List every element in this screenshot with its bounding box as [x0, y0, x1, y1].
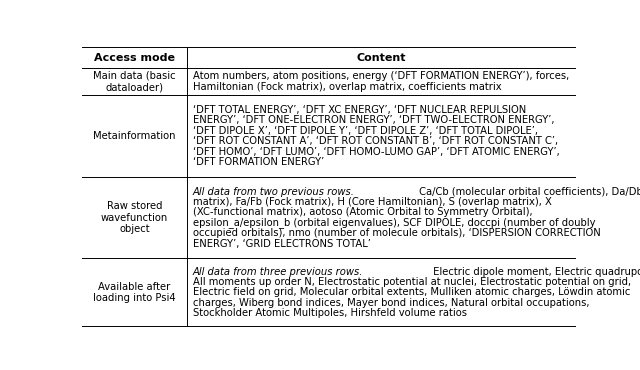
Text: ‘DFT FORMATION ENERGY’: ‘DFT FORMATION ENERGY’: [193, 157, 324, 167]
Text: matrix), Fa/Fb (Fock matrix), H (Core Hamiltonian), S (overlap matrix), X: matrix), Fa/Fb (Fock matrix), H (Core Ha…: [193, 197, 552, 207]
Text: epsilon_a/epsilon_b (orbital eigenvalues), SCF DIPOLE, doccpi (number of doubly: epsilon_a/epsilon_b (orbital eigenvalues…: [193, 218, 595, 228]
Text: Electric field on grid, Molecular orbital extents, Mulliken atomic charges, Löwd: Electric field on grid, Molecular orbita…: [193, 287, 630, 297]
Text: Metainformation: Metainformation: [93, 131, 176, 141]
Text: ‘DFT DIPOLE X’, ‘DFT DIPOLE Y’, ‘DFT DIPOLE Z’, ‘DFT TOTAL DIPOLE’,: ‘DFT DIPOLE X’, ‘DFT DIPOLE Y’, ‘DFT DIP…: [193, 126, 538, 136]
Text: All data from two previous rows.: All data from two previous rows.: [193, 186, 355, 197]
Text: All data from three previous rows.: All data from three previous rows.: [193, 267, 363, 277]
Text: Access mode: Access mode: [94, 53, 175, 63]
Text: ENERGY’, ‘DFT ONE-ELECTRON ENERGY’, ‘DFT TWO-ELECTRON ENERGY’,: ENERGY’, ‘DFT ONE-ELECTRON ENERGY’, ‘DFT…: [193, 115, 554, 125]
Text: ‘DFT HOMO’, ‘DFT LUMO’, ‘DFT HOMO-LUMO GAP’, ‘DFT ATOMIC ENERGY’,: ‘DFT HOMO’, ‘DFT LUMO’, ‘DFT HOMO-LUMO G…: [193, 147, 559, 157]
Text: Stockholder Atomic Multipoles, Hirshfeld volume ratios: Stockholder Atomic Multipoles, Hirshfeld…: [193, 308, 467, 318]
Text: ‘DFT TOTAL ENERGY’, ‘DFT XC ENERGY’, ‘DFT NUCLEAR REPULSION: ‘DFT TOTAL ENERGY’, ‘DFT XC ENERGY’, ‘DF…: [193, 105, 526, 115]
Text: (XC-functional matrix), aotoso (Atomic Orbital to Symmetry Orbital),: (XC-functional matrix), aotoso (Atomic O…: [193, 208, 532, 218]
Text: Atom numbers, atom positions, energy (‘DFT FORMATION ENERGY’), forces,: Atom numbers, atom positions, energy (‘D…: [193, 71, 569, 81]
Text: All moments up order N, Electrostatic potential at nuclei, Electrostatic potenti: All moments up order N, Electrostatic po…: [193, 277, 630, 287]
Text: Electric dipole moment, Electric quadrupole moment,: Electric dipole moment, Electric quadrup…: [429, 267, 640, 277]
Text: Hamiltonian (Fock matrix), overlap matrix, coefficients matrix: Hamiltonian (Fock matrix), overlap matri…: [193, 82, 501, 92]
Text: Available after
loading into Psi4: Available after loading into Psi4: [93, 282, 176, 303]
Text: Main data (basic
dataloader): Main data (basic dataloader): [93, 71, 176, 92]
Text: ‘DFT ROT CONSTANT A’, ‘DFT ROT CONSTANT B’, ‘DFT ROT CONSTANT C’,: ‘DFT ROT CONSTANT A’, ‘DFT ROT CONSTANT …: [193, 136, 557, 146]
Text: ENERGY’, ‘GRID ELECTRONS TOTAL’: ENERGY’, ‘GRID ELECTRONS TOTAL’: [193, 239, 371, 249]
Text: Content: Content: [356, 53, 406, 63]
Text: occupied orbitals), nmo (number of molecule orbitals), ‘DISPERSION CORRECTION: occupied orbitals), nmo (number of molec…: [193, 228, 600, 238]
Text: Raw stored
wavefunction
object: Raw stored wavefunction object: [101, 201, 168, 234]
Text: Ca/Cb (molecular orbital coefficients), Da/Db (density: Ca/Cb (molecular orbital coefficients), …: [415, 186, 640, 197]
Text: charges, Wiberg bond indices, Mayer bond indices, Natural orbital occupations,: charges, Wiberg bond indices, Mayer bond…: [193, 298, 589, 308]
